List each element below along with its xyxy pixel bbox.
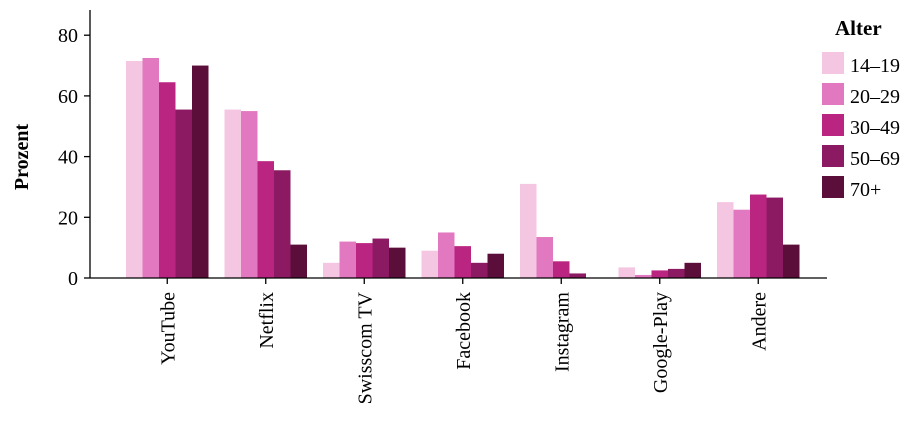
bar: [635, 274, 652, 278]
bar: [618, 267, 635, 278]
bar: [454, 246, 471, 278]
bar: [536, 237, 553, 278]
legend-label: 70+: [850, 179, 881, 201]
legend-swatch: [822, 145, 844, 167]
bar: [717, 202, 734, 278]
y-tick-label: 20: [58, 207, 78, 229]
y-tick-label: 0: [68, 268, 78, 290]
bar: [126, 60, 143, 279]
legend-swatch: [822, 114, 844, 136]
category-label: Andere: [748, 292, 770, 351]
legend-label: 20–29: [850, 86, 900, 108]
bar: [668, 268, 685, 278]
bar: [372, 238, 389, 278]
category-label: Netflix: [256, 292, 278, 349]
y-axis-title: Prozent: [11, 124, 33, 191]
category-label: Instagram: [551, 292, 573, 372]
legend-swatch: [822, 83, 844, 105]
bar: [553, 261, 570, 278]
bar: [257, 161, 274, 278]
category-label: Facebook: [453, 292, 475, 370]
bar: [241, 111, 258, 278]
legend-swatch: [822, 52, 844, 74]
bar: [356, 243, 373, 278]
legend-swatch: [822, 176, 844, 198]
bar: [783, 244, 800, 278]
x-axis-labels: YouTube Netflix Swisscom TV Facebook Instagr…: [157, 278, 770, 404]
bar: [339, 241, 356, 278]
bar: [175, 109, 192, 279]
bar: [750, 194, 767, 278]
y-tick-label: 40: [58, 147, 78, 169]
y-tick-label: 60: [58, 86, 78, 108]
legend: Alter 14–19 20–29 30–49 50–69 70+: [822, 16, 900, 201]
bar: [389, 247, 406, 278]
bar: [159, 82, 176, 279]
bar: [224, 109, 241, 279]
legend-label: 14–19: [850, 55, 900, 77]
bar: [733, 209, 750, 278]
bar: [421, 250, 438, 278]
bar: [684, 262, 701, 278]
bar: [766, 197, 783, 278]
bars-group: [126, 57, 800, 279]
bar: [323, 262, 340, 278]
legend-label: 50–69: [850, 148, 900, 170]
bar: [569, 273, 586, 278]
bar: [192, 65, 209, 278]
category-label: Swisscom TV: [354, 291, 376, 404]
bar: [438, 232, 455, 278]
y-tick-label: 80: [58, 25, 78, 47]
legend-title: Alter: [835, 16, 882, 40]
category-label: YouTube: [157, 292, 179, 365]
bar: [290, 244, 307, 278]
bar: [274, 170, 291, 278]
bar: [471, 262, 488, 278]
y-axis-ticks: 0 20 40 60 80: [58, 25, 90, 290]
bar: [520, 183, 537, 278]
category-label: Google-Play: [650, 292, 672, 393]
bar: [651, 270, 668, 278]
legend-label: 30–49: [850, 117, 900, 139]
bar: [142, 57, 159, 279]
bar: [487, 253, 504, 278]
